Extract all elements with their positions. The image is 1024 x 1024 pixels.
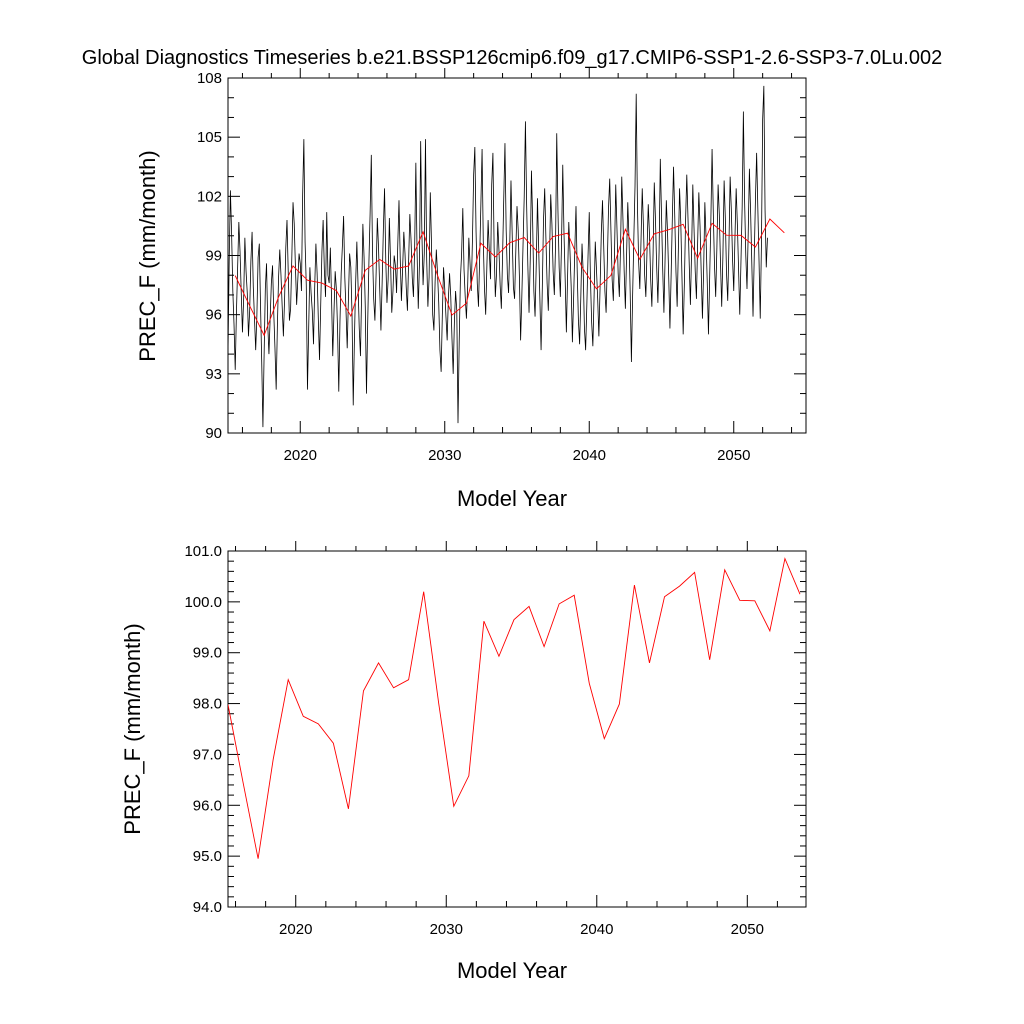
bottom-y-tick-label: 99.0 — [193, 645, 222, 662]
top-x-tick-label: 2030 — [428, 447, 461, 464]
bottom-y-tick-label: 97.0 — [193, 746, 222, 763]
bottom-y-tick-label: 94.0 — [193, 899, 222, 916]
top-x-tick-label: 2020 — [284, 447, 317, 464]
bottom-panel: PREC_F (mm/month) Model Year 2020 2030 204… — [120, 541, 807, 983]
bottom-y-tick-label: 100.0 — [184, 594, 222, 611]
bottom-x-tick-label: 2040 — [580, 921, 613, 938]
figure-title: Global Diagnostics Timeseries b.e21.BSSP… — [82, 47, 942, 69]
bottom-y-axis-label: PREC_F (mm/month) — [120, 623, 145, 834]
bottom-annual-mean-line — [228, 557, 801, 859]
bottom-x-tick-label: 2020 — [279, 921, 312, 938]
top-x-axis-label: Model Year — [457, 486, 567, 511]
top-annual-mean-line — [234, 218, 785, 337]
top-y-axis-label: PREC_F (mm/month) — [135, 150, 160, 361]
bottom-x-axis-label: Model Year — [457, 958, 567, 983]
bottom-y-tick-label: 101.0 — [184, 543, 222, 560]
top-y-tick-label: 90 — [205, 425, 222, 442]
bottom-y-tick-label: 96.0 — [193, 797, 222, 814]
top-y-tick-label: 102 — [197, 188, 222, 205]
bottom-plot-frame — [227, 550, 807, 908]
top-plot-frame — [227, 77, 807, 434]
top-y-tick-label: 96 — [205, 307, 222, 324]
top-panel: PREC_F (mm/month) Model Year 2020 2030 204… — [135, 68, 807, 511]
top-y-tick-label: 105 — [197, 129, 222, 146]
top-monthly-series-line — [228, 85, 768, 428]
bottom-x-tick-label: 2030 — [430, 921, 463, 938]
top-y-tick-label: 108 — [197, 70, 222, 87]
top-x-tick-label: 2040 — [573, 447, 606, 464]
top-x-tick-label: 2050 — [717, 447, 750, 464]
top-y-tick-label: 93 — [205, 366, 222, 383]
bottom-y-tick-label: 95.0 — [193, 848, 222, 865]
top-y-tick-label: 99 — [205, 248, 222, 265]
bottom-y-tick-label: 98.0 — [193, 696, 222, 713]
bottom-x-tick-label: 2050 — [731, 921, 764, 938]
